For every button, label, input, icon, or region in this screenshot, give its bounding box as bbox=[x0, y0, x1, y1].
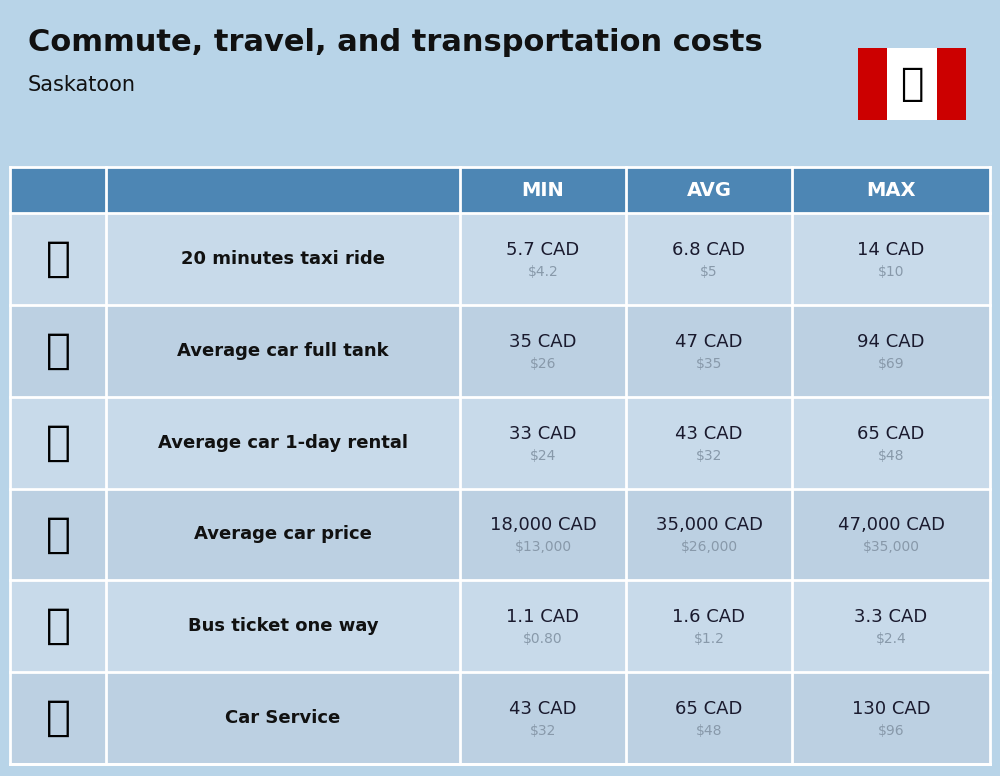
Bar bbox=[10, 672, 990, 764]
Text: $5: $5 bbox=[700, 265, 718, 279]
Text: 🔧: 🔧 bbox=[46, 697, 70, 739]
Bar bbox=[10, 305, 990, 397]
Text: $4.2: $4.2 bbox=[528, 265, 558, 279]
Text: $1.2: $1.2 bbox=[694, 632, 724, 646]
Text: 18,000 CAD: 18,000 CAD bbox=[490, 516, 596, 535]
Text: $69: $69 bbox=[878, 357, 904, 371]
Text: $96: $96 bbox=[878, 724, 904, 738]
Text: 1.1 CAD: 1.1 CAD bbox=[507, 608, 580, 626]
Text: $48: $48 bbox=[878, 449, 904, 462]
Bar bbox=[858, 48, 966, 120]
Text: Car Service: Car Service bbox=[225, 709, 341, 727]
Text: $35,000: $35,000 bbox=[862, 540, 920, 554]
Text: Saskatoon: Saskatoon bbox=[28, 75, 136, 95]
Text: 6.8 CAD: 6.8 CAD bbox=[672, 241, 746, 259]
Text: 130 CAD: 130 CAD bbox=[852, 700, 930, 718]
Text: 47 CAD: 47 CAD bbox=[675, 333, 743, 351]
Text: Commute, travel, and transportation costs: Commute, travel, and transportation cost… bbox=[28, 28, 763, 57]
Text: $10: $10 bbox=[878, 265, 904, 279]
Text: 3.3 CAD: 3.3 CAD bbox=[854, 608, 928, 626]
Bar bbox=[10, 489, 990, 580]
Text: 33 CAD: 33 CAD bbox=[509, 424, 577, 442]
Text: $26: $26 bbox=[530, 357, 556, 371]
Text: $24: $24 bbox=[530, 449, 556, 462]
Bar bbox=[10, 580, 990, 672]
Text: 🍁: 🍁 bbox=[900, 65, 924, 103]
Text: 65 CAD: 65 CAD bbox=[857, 424, 925, 442]
Text: Bus ticket one way: Bus ticket one way bbox=[188, 617, 378, 636]
Text: 65 CAD: 65 CAD bbox=[675, 700, 743, 718]
Text: $0.80: $0.80 bbox=[523, 632, 563, 646]
Text: Average car price: Average car price bbox=[194, 525, 372, 543]
Text: 5.7 CAD: 5.7 CAD bbox=[506, 241, 580, 259]
Text: 🚙: 🚙 bbox=[46, 421, 70, 463]
Text: MIN: MIN bbox=[522, 181, 564, 199]
Bar bbox=[10, 213, 990, 305]
Bar bbox=[937, 48, 966, 120]
Text: 43 CAD: 43 CAD bbox=[509, 700, 577, 718]
Text: 1.6 CAD: 1.6 CAD bbox=[672, 608, 746, 626]
Text: ⛽: ⛽ bbox=[46, 330, 70, 372]
Bar bbox=[858, 48, 887, 120]
Text: Average car 1-day rental: Average car 1-day rental bbox=[158, 434, 408, 452]
Bar bbox=[10, 397, 990, 489]
Text: 47,000 CAD: 47,000 CAD bbox=[838, 516, 944, 535]
Text: $2.4: $2.4 bbox=[876, 632, 906, 646]
Text: 43 CAD: 43 CAD bbox=[675, 424, 743, 442]
Text: 35 CAD: 35 CAD bbox=[509, 333, 577, 351]
Text: MAX: MAX bbox=[866, 181, 916, 199]
Text: 14 CAD: 14 CAD bbox=[857, 241, 925, 259]
Text: $26,000: $26,000 bbox=[680, 540, 738, 554]
Text: $35: $35 bbox=[696, 357, 722, 371]
Text: AVG: AVG bbox=[686, 181, 732, 199]
Text: $48: $48 bbox=[696, 724, 722, 738]
Text: 🚗: 🚗 bbox=[46, 514, 70, 556]
Bar bbox=[0, 0, 1000, 155]
Text: 35,000 CAD: 35,000 CAD bbox=[656, 516, 763, 535]
Text: 🚌: 🚌 bbox=[46, 605, 70, 647]
Text: 🚕: 🚕 bbox=[46, 238, 70, 280]
Text: $32: $32 bbox=[530, 724, 556, 738]
Bar bbox=[10, 167, 990, 213]
Text: $32: $32 bbox=[696, 449, 722, 462]
Text: $13,000: $13,000 bbox=[514, 540, 572, 554]
Text: 20 minutes taxi ride: 20 minutes taxi ride bbox=[181, 250, 385, 268]
Text: Average car full tank: Average car full tank bbox=[177, 341, 389, 360]
Text: 94 CAD: 94 CAD bbox=[857, 333, 925, 351]
